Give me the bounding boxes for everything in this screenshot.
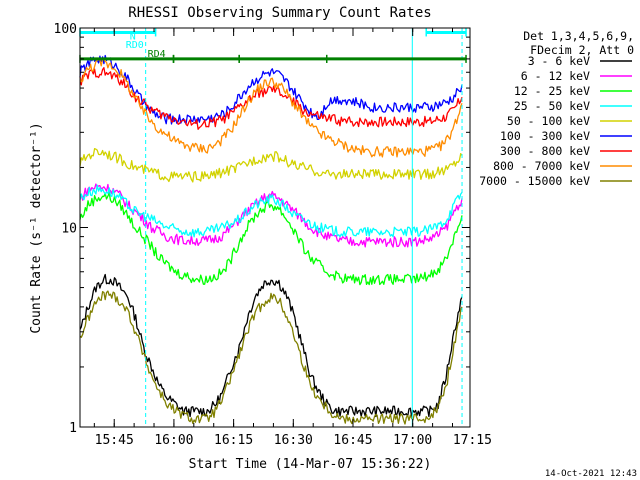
y-tick-label: 1 [69,421,77,436]
series-group [79,54,463,425]
legend-label-300-800-kev: 300 - 800 keV [500,144,590,158]
legend-label-800-7000-kev: 800 - 7000 keV [493,159,590,173]
x-tick-label: 15:45 [95,433,134,448]
chart-title: RHESSI Observing Summary Count Rates [128,5,431,21]
legend: Det 1,3,4,5,6,9,FDecim 2, Att 03 - 6 keV… [479,29,634,188]
legend-header-line: Det 1,3,4,5,6,9, [523,29,634,43]
legend-header-line: FDecim 2, Att 0 [530,43,634,57]
legend-label-12-25-kev: 12 - 25 keV [514,84,590,98]
flag-label-rd4: RD4 [148,49,166,60]
y-tick-label: 10 [61,222,77,237]
y-tick-label: 100 [54,22,77,37]
series-line-25-50-kev [79,184,463,238]
legend-label-100-300-kev: 100 - 300 keV [500,129,590,143]
x-tick-label: 17:00 [393,433,432,448]
legend-label-7000-15000-kev: 7000 - 15000 keV [479,174,590,188]
generation-timestamp: 14-Oct-2021 12:43 [545,469,637,479]
flag-label-rd0: RD0 [126,40,144,51]
legend-label-6-12-kev: 6 - 12 keV [521,69,590,83]
series-line-100-300-kev [79,54,463,125]
x-tick-label: 16:15 [214,433,253,448]
series-line-3-6-kev [79,273,463,418]
legend-label-25-50-kev: 25 - 50 keV [514,99,590,113]
series-line-7000-15000-kev [79,290,463,425]
series-line-12-25-kev [79,192,463,286]
x-tick-label: 16:30 [274,433,313,448]
x-axis-label: Start Time (14-Mar-07 15:36:22) [189,457,432,472]
legend-label-50-100-kev: 50 - 100 keV [507,114,590,128]
y-axis-label: Count Rate (s⁻¹ detector⁻¹) [29,122,44,333]
legend-label-3-6-kev: 3 - 6 keV [528,54,590,68]
series-line-50-100-kev [79,147,463,183]
x-tick-label: 17:15 [453,433,492,448]
flag-label-n: N [130,31,136,42]
x-tick-label: 16:45 [333,433,372,448]
x-tick-label: 16:00 [154,433,193,448]
axes-group: 15:45 16:00 16:15 16:30 16:45 17:00 17:15 1 10 10… [54,22,492,448]
series-line-300-800-kev [79,67,463,130]
series-line-800-7000-kev [79,58,463,158]
series-line-6-12-kev [79,183,463,248]
